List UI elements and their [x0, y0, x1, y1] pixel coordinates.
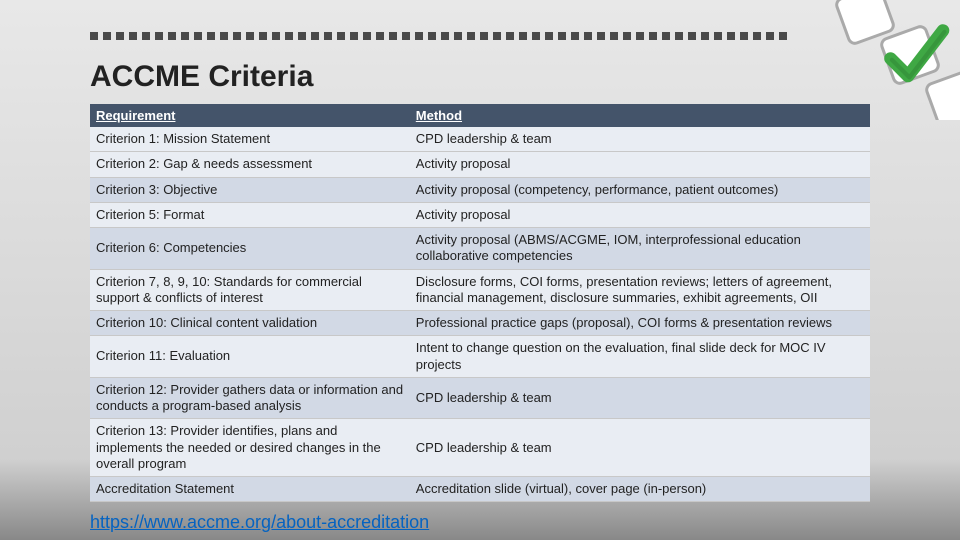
cell-method: Intent to change question on the evaluat…	[410, 336, 870, 378]
slide: ACCME Criteria Requirement Method Criter…	[0, 0, 960, 540]
content-area: ACCME Criteria Requirement Method Criter…	[90, 60, 870, 533]
cell-method: Accreditation slide (virtual), cover pag…	[410, 477, 870, 502]
cell-requirement: Criterion 2: Gap & needs assessment	[90, 152, 410, 177]
table-header-row: Requirement Method	[90, 104, 870, 127]
source-link[interactable]: https://www.accme.org/about-accreditatio…	[90, 512, 870, 533]
table-row: Criterion 5: FormatActivity proposal	[90, 202, 870, 227]
cell-requirement: Criterion 13: Provider identifies, plans…	[90, 419, 410, 477]
table-row: Criterion 11: EvaluationIntent to change…	[90, 336, 870, 378]
cell-method: Activity proposal (ABMS/ACGME, IOM, inte…	[410, 228, 870, 270]
table-row: Criterion 1: Mission StatementCPD leader…	[90, 127, 870, 152]
cell-requirement: Criterion 1: Mission Statement	[90, 127, 410, 152]
dash-divider	[90, 32, 790, 40]
table-row: Criterion 2: Gap & needs assessmentActiv…	[90, 152, 870, 177]
checkmark-icon	[880, 20, 950, 90]
cell-requirement: Criterion 7, 8, 9, 10: Standards for com…	[90, 269, 410, 311]
cell-method: CPD leadership & team	[410, 377, 870, 419]
table-header-requirement: Requirement	[90, 104, 410, 127]
page-title: ACCME Criteria	[90, 60, 870, 94]
cell-method: Professional practice gaps (proposal), C…	[410, 311, 870, 336]
cell-method: CPD leadership & team	[410, 127, 870, 152]
cell-method: Activity proposal (competency, performan…	[410, 177, 870, 202]
cell-method: Activity proposal	[410, 152, 870, 177]
cell-method: CPD leadership & team	[410, 419, 870, 477]
cell-requirement: Criterion 11: Evaluation	[90, 336, 410, 378]
table-header-method: Method	[410, 104, 870, 127]
cell-requirement: Criterion 10: Clinical content validatio…	[90, 311, 410, 336]
table-row: Criterion 7, 8, 9, 10: Standards for com…	[90, 269, 870, 311]
cell-requirement: Criterion 5: Format	[90, 202, 410, 227]
table-row: Criterion 10: Clinical content validatio…	[90, 311, 870, 336]
table-row: Accreditation StatementAccreditation sli…	[90, 477, 870, 502]
criteria-table: Requirement Method Criterion 1: Mission …	[90, 104, 870, 502]
cell-requirement: Accreditation Statement	[90, 477, 410, 502]
table-row: Criterion 6: CompetenciesActivity propos…	[90, 228, 870, 270]
cell-requirement: Criterion 3: Objective	[90, 177, 410, 202]
cell-method: Disclosure forms, COI forms, presentatio…	[410, 269, 870, 311]
cell-method: Activity proposal	[410, 202, 870, 227]
table-row: Criterion 3: ObjectiveActivity proposal …	[90, 177, 870, 202]
table-row: Criterion 12: Provider gathers data or i…	[90, 377, 870, 419]
table-row: Criterion 13: Provider identifies, plans…	[90, 419, 870, 477]
cell-requirement: Criterion 6: Competencies	[90, 228, 410, 270]
cell-requirement: Criterion 12: Provider gathers data or i…	[90, 377, 410, 419]
